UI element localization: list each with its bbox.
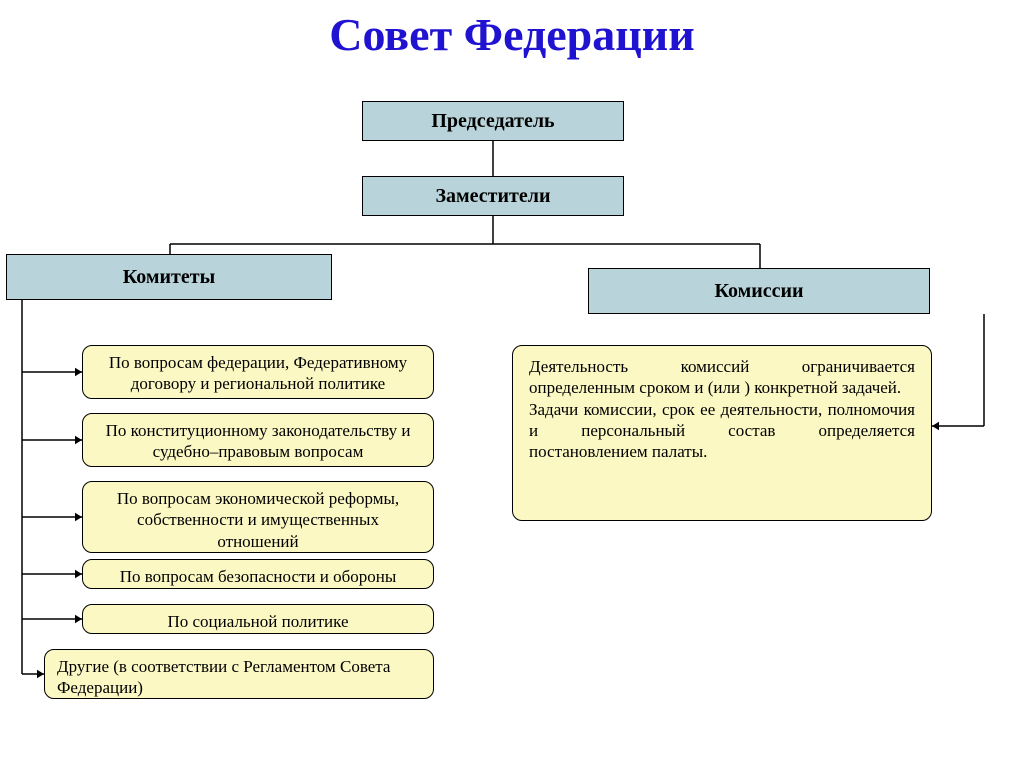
- chairman-label: Председатель: [431, 109, 554, 133]
- commissions-label: Комиссии: [714, 279, 803, 303]
- page-title: Совет Федерации: [0, 8, 1024, 61]
- commissions-box: Комиссии: [588, 268, 930, 314]
- deputies-box: Заместители: [362, 176, 624, 216]
- deputies-label: Заместители: [436, 184, 551, 208]
- committee-item: По вопросам федерации, Федеративному дог…: [82, 345, 434, 399]
- committee-item: По конституционному законодательству и с…: [82, 413, 434, 467]
- committee-item: По вопросам экономической реформы, собст…: [82, 481, 434, 553]
- chairman-box: Председатель: [362, 101, 624, 141]
- committees-box: Комитеты: [6, 254, 332, 300]
- committee-item: Другие (в соответствии с Регламентом Сов…: [44, 649, 434, 699]
- committee-item: По социальной политике: [82, 604, 434, 634]
- committees-label: Комитеты: [123, 265, 215, 289]
- committee-item: По вопросам безопасности и обороны: [82, 559, 434, 589]
- commission-description: Деятельность комиссий ограничивается опр…: [512, 345, 932, 521]
